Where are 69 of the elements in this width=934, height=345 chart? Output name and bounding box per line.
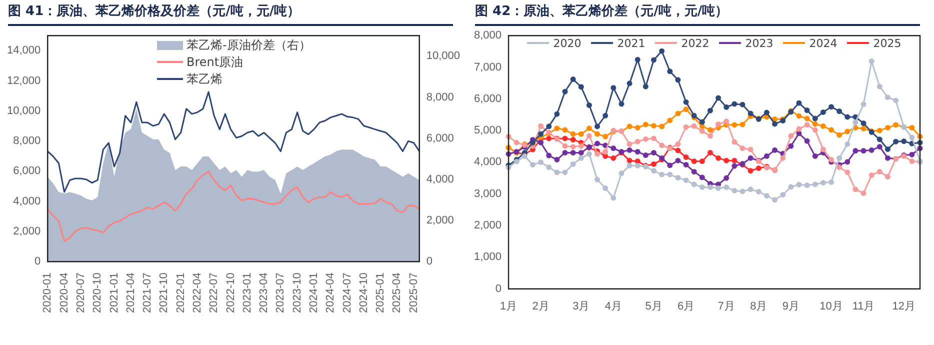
legend-label: 苯乙烯 — [186, 70, 222, 88]
y-tick-label: 4,000 — [474, 156, 502, 168]
x-tick-label: 4月 — [604, 300, 622, 312]
x-tick-label: 2023-01 — [241, 272, 254, 314]
x-tick-label: 2021-04 — [124, 272, 137, 314]
x-tick-label: 7月 — [718, 300, 735, 312]
y2-tick-label: 2,000 — [426, 214, 454, 227]
y-tick-label: 0 — [34, 256, 41, 268]
x-tick-label: 2022-04 — [191, 272, 204, 314]
x-tick-label: 3月 — [572, 300, 590, 312]
x-tick-label: 2023-04 — [258, 272, 270, 314]
x-tick-label: 2020-01 — [42, 272, 54, 314]
x-tick-label: 2020-04 — [58, 272, 70, 314]
x-tick-label: 2021-07 — [142, 272, 154, 314]
x-tick-label: 10月 — [820, 300, 843, 312]
legend-label: Brent原油 — [186, 54, 244, 71]
legend-label: 2021 — [617, 36, 646, 50]
y2-tick-label: 8,000 — [426, 91, 454, 104]
legend-label: 2023 — [745, 36, 774, 50]
x-tick-label: 2025-04 — [391, 272, 404, 314]
y-tick-label: 7,000 — [474, 61, 502, 74]
y2-tick-label: 6,000 — [426, 132, 454, 144]
y-tick-label: 0 — [495, 282, 502, 295]
y-tick-label: 1,000 — [474, 251, 502, 264]
x-tick-label: 2022-10 — [224, 272, 237, 314]
legend-label: 苯乙烯-原油价差（右） — [186, 36, 311, 54]
y2-tick-label: 4,000 — [426, 173, 454, 186]
y-tick-label: 8,000 — [13, 135, 41, 148]
y-tick-label: 14,000 — [6, 44, 41, 57]
y-tick-label: 2,000 — [474, 220, 502, 232]
chart-title: 图 42：原油、苯乙烯价差（元/吨，元/吨） — [475, 2, 920, 26]
legend-label: 2020 — [553, 36, 582, 50]
x-tick-label: 2022-07 — [208, 272, 220, 314]
y-tick-label: 4,000 — [13, 195, 41, 208]
legend-label: 2022 — [681, 36, 710, 50]
legend-label: 2024 — [809, 36, 838, 50]
x-tick-label: 9月 — [782, 300, 800, 312]
x-tick-label: 2024-07 — [341, 272, 354, 314]
x-tick-label: 5月 — [645, 300, 662, 312]
x-tick-label: 11月 — [852, 300, 875, 312]
x-tick-label: 2025-01 — [374, 272, 387, 314]
x-tick-label: 2024-10 — [358, 272, 370, 314]
y2-tick-label: 0 — [426, 256, 432, 268]
y-tick-label: 8,000 — [474, 30, 502, 42]
x-tick-label: 1月 — [500, 300, 518, 312]
x-tick-label: 2023-10 — [291, 272, 304, 314]
x-tick-label: 2020-10 — [92, 272, 104, 314]
x-tick-label: 2023-07 — [274, 272, 287, 314]
chart-title: 图 41：原油、苯乙烯价格及价差（元/吨，元/吨） — [8, 2, 453, 26]
x-tick-label: 6月 — [677, 300, 695, 312]
x-tick-label: 2021-10 — [158, 272, 170, 314]
x-tick-label: 12月 — [892, 300, 916, 312]
x-tick-label: 2022-01 — [174, 272, 187, 314]
x-tick-label: 2021-01 — [108, 272, 120, 314]
y2-tick-label: 10,000 — [426, 50, 460, 62]
y-tick-label: 12,000 — [6, 74, 41, 87]
x-tick-label: 2月 — [532, 300, 550, 312]
x-tick-label: 2025-07 — [408, 272, 420, 314]
y-tick-label: 2,000 — [13, 226, 41, 238]
x-tick-label: 8月 — [750, 300, 768, 312]
x-tick-label: 2024-01 — [308, 272, 320, 314]
legend-label: 2025 — [873, 36, 902, 50]
y-tick-label: 6,000 — [13, 165, 41, 178]
y-tick-label: 6,000 — [474, 92, 502, 105]
y-tick-label: 10,000 — [6, 104, 41, 117]
x-tick-label: 2024-04 — [324, 272, 337, 314]
y-tick-label: 3,000 — [474, 188, 502, 200]
y-tick-label: 5,000 — [474, 124, 502, 137]
x-tick-label: 2020-07 — [74, 272, 87, 314]
